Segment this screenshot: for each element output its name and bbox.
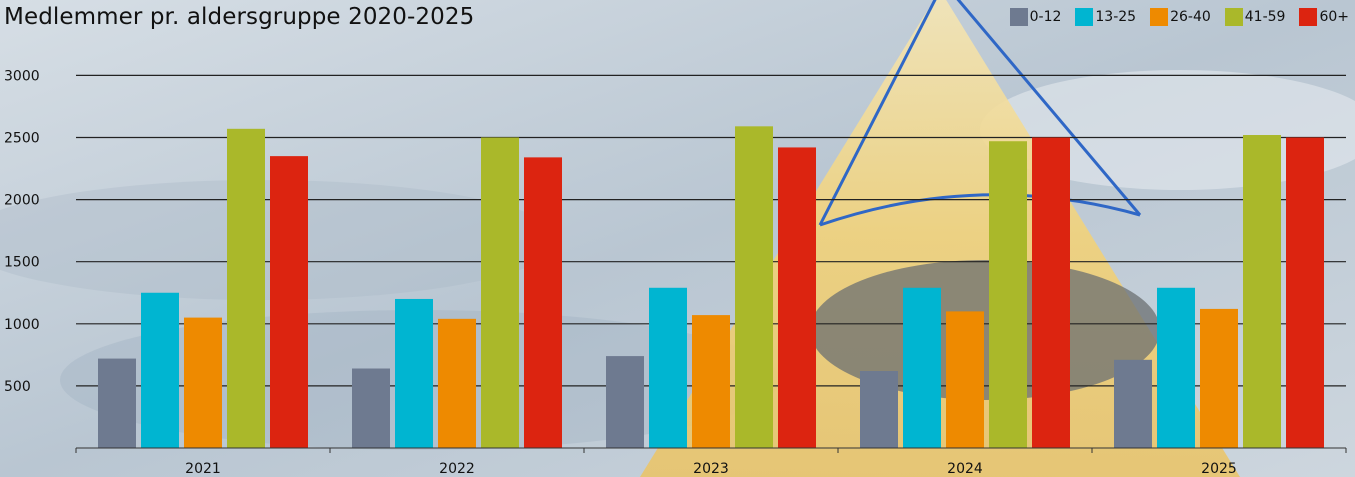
- y-tick-label: 2500: [4, 131, 40, 147]
- legend-swatch: [1075, 8, 1094, 26]
- bar-2025-60+: [1286, 137, 1324, 448]
- bar-2023-60+: [778, 147, 816, 448]
- legend-item-41-59: 41-59: [1224, 8, 1286, 26]
- bar-2022-26-40: [438, 318, 476, 448]
- legend-label: 26-40: [1170, 9, 1211, 25]
- bar-2021-0-12: [98, 358, 136, 448]
- bar-2024-0-12: [860, 370, 898, 448]
- bar-2024-26-40: [946, 311, 984, 448]
- bar-2021-60+: [270, 156, 308, 448]
- bar-2022-60+: [524, 157, 562, 448]
- bars: [98, 126, 1324, 449]
- bar-2021-41-59: [227, 128, 265, 448]
- x-tick-label: 2024: [947, 461, 983, 477]
- y-tick-label: 2000: [4, 193, 40, 209]
- y-tick-label: 500: [4, 379, 31, 395]
- bar-2024-13-25: [903, 287, 941, 448]
- bar-2023-26-40: [692, 315, 730, 448]
- x-tick-label: 2025: [1201, 461, 1237, 477]
- chart-title: Medlemmer pr. aldersgruppe 2020-2025: [4, 4, 475, 30]
- legend-swatch: [1224, 8, 1243, 26]
- bar-2023-13-25: [649, 287, 687, 448]
- legend-item-0-12: 0-12: [1009, 8, 1062, 26]
- y-axis-tick-labels: 500 1000 1500 2000 2500 3000: [4, 68, 40, 395]
- bar-2022-0-12: [352, 368, 390, 448]
- legend-label: 0-12: [1029, 9, 1062, 25]
- bar-2023-41-59: [735, 126, 773, 449]
- legend-item-13-25: 13-25: [1075, 8, 1136, 26]
- y-tick-label: 1500: [4, 255, 40, 271]
- legend-label: 60+: [1319, 9, 1349, 25]
- y-tick-label: 3000: [4, 68, 40, 84]
- legend-swatch: [1150, 8, 1169, 26]
- legend-label: 41-59: [1244, 9, 1286, 25]
- x-tick-label: 2021: [185, 461, 221, 477]
- bar-2025-0-12: [1114, 359, 1152, 448]
- bar-2025-26-40: [1200, 308, 1238, 448]
- bar-2025-13-25: [1157, 287, 1195, 448]
- bar-2022-41-59: [481, 137, 519, 448]
- chart-legend: 0-12 13-25 26-40 41-59 60+: [1009, 8, 1349, 26]
- legend-item-60+: 60+: [1299, 8, 1349, 26]
- legend-swatch: [1009, 8, 1028, 26]
- x-tick-label: 2022: [439, 461, 475, 477]
- bar-2021-13-25: [141, 292, 179, 448]
- x-tick-label: 2023: [693, 461, 729, 477]
- bar-2023-0-12: [606, 356, 644, 448]
- legend-swatch: [1299, 8, 1318, 26]
- bar-2022-13-25: [395, 298, 433, 448]
- bar-2024-41-59: [989, 141, 1027, 448]
- bar-2021-26-40: [184, 317, 222, 448]
- bar-2024-60+: [1032, 137, 1070, 448]
- x-axis: 2021 2022 2023 2024 2025: [75, 447, 1347, 477]
- bar-2025-41-59: [1243, 135, 1281, 449]
- legend-item-26-40: 26-40: [1150, 8, 1211, 26]
- legend-label: 13-25: [1095, 9, 1137, 25]
- y-tick-label: 1000: [4, 317, 40, 333]
